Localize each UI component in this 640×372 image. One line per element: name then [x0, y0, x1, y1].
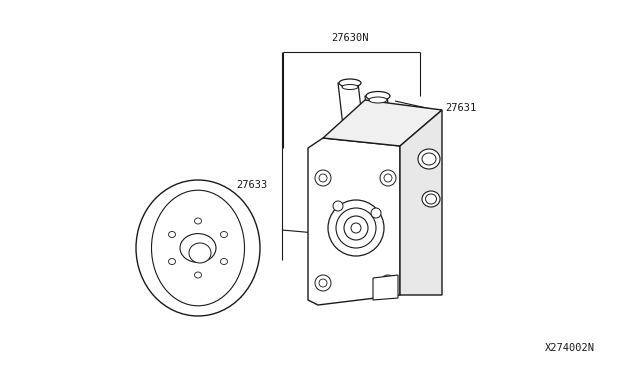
Polygon shape: [323, 100, 442, 146]
Ellipse shape: [369, 97, 387, 103]
Circle shape: [384, 174, 392, 182]
Ellipse shape: [422, 153, 436, 165]
Ellipse shape: [342, 84, 358, 90]
Ellipse shape: [422, 191, 440, 207]
Ellipse shape: [195, 272, 202, 278]
Ellipse shape: [221, 259, 227, 264]
Circle shape: [371, 208, 381, 218]
Circle shape: [336, 208, 376, 248]
Text: 27633: 27633: [237, 180, 268, 190]
Ellipse shape: [168, 231, 175, 237]
Ellipse shape: [366, 92, 390, 100]
Polygon shape: [373, 275, 398, 300]
Text: 27630N: 27630N: [332, 33, 369, 43]
Ellipse shape: [152, 190, 244, 306]
Ellipse shape: [168, 259, 175, 264]
Text: 27631: 27631: [445, 103, 476, 113]
Circle shape: [319, 174, 327, 182]
Circle shape: [380, 275, 396, 291]
Ellipse shape: [180, 234, 216, 262]
Circle shape: [384, 279, 392, 287]
Circle shape: [328, 200, 384, 256]
Ellipse shape: [426, 194, 436, 204]
Polygon shape: [400, 110, 442, 295]
Ellipse shape: [339, 79, 361, 87]
Circle shape: [315, 275, 331, 291]
Circle shape: [315, 170, 331, 186]
Circle shape: [333, 201, 343, 211]
Circle shape: [380, 170, 396, 186]
Polygon shape: [308, 138, 400, 305]
Circle shape: [319, 279, 327, 287]
Ellipse shape: [136, 180, 260, 316]
Ellipse shape: [418, 149, 440, 169]
Circle shape: [351, 223, 361, 233]
Circle shape: [344, 216, 368, 240]
Ellipse shape: [193, 244, 203, 252]
Ellipse shape: [221, 231, 227, 237]
Text: X274002N: X274002N: [545, 343, 595, 353]
Ellipse shape: [189, 243, 211, 263]
Ellipse shape: [195, 218, 202, 224]
